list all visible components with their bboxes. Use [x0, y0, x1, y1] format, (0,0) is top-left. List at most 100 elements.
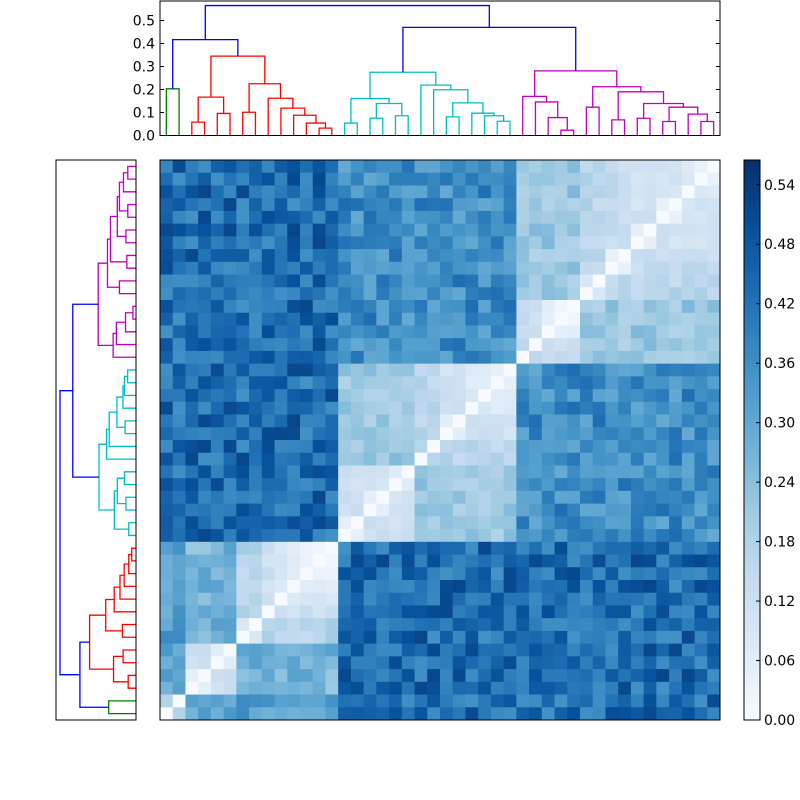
heatmap-cell — [681, 350, 696, 365]
heatmap-cell — [694, 580, 708, 594]
colorbar-tick-label: 0.30 — [764, 416, 795, 432]
heatmap-cell — [440, 490, 454, 505]
heatmap-cell — [681, 160, 696, 174]
heatmap-cell — [541, 350, 556, 365]
heatmap-cell — [185, 605, 199, 619]
heatmap-cell — [414, 160, 428, 174]
heatmap-cell — [261, 503, 276, 517]
heatmap-cell — [223, 529, 237, 543]
heatmap-cell — [580, 414, 594, 428]
heatmap-cell — [427, 389, 441, 403]
left-dendrogram-link — [116, 195, 126, 238]
heatmap-cell — [643, 643, 657, 657]
heatmap-cell — [707, 592, 721, 606]
heatmap-cell — [694, 300, 708, 314]
heatmap-cell — [414, 427, 428, 441]
heatmap-cell — [350, 376, 365, 390]
heatmap-cell — [452, 580, 466, 594]
heatmap-cell — [312, 363, 326, 377]
heatmap-cell — [554, 503, 568, 517]
colorbar-tick-label: 0.18 — [764, 535, 795, 551]
heatmap-cell — [274, 363, 288, 377]
top-dendrogram-link — [642, 102, 685, 119]
heatmap-cell — [643, 249, 657, 263]
heatmap-cell — [452, 630, 466, 645]
heatmap-cell — [503, 707, 517, 721]
left-dendrogram-link — [127, 203, 136, 218]
heatmap-cell — [249, 312, 263, 326]
heatmap-cell — [580, 529, 594, 543]
heatmap-cell — [427, 223, 441, 237]
heatmap-cell — [376, 350, 390, 365]
heatmap-cell — [618, 694, 632, 708]
left-dendrogram-link — [123, 471, 136, 486]
heatmap-cell — [630, 160, 645, 174]
heatmap-cell — [401, 350, 416, 365]
heatmap-cell — [287, 452, 301, 466]
heatmap-cell — [427, 185, 441, 199]
heatmap-cell — [490, 656, 505, 670]
heatmap-cell — [389, 185, 403, 199]
heatmap-cell — [554, 630, 568, 645]
heatmap-cell — [478, 707, 492, 721]
heatmap-cell — [694, 605, 708, 619]
heatmap-cell — [325, 338, 339, 352]
heatmap-cell — [490, 630, 505, 645]
heatmap-cell — [516, 707, 530, 721]
heatmap-cell — [643, 236, 657, 250]
heatmap-cell — [376, 325, 390, 339]
heatmap-cell — [312, 274, 326, 288]
heatmap-cell — [567, 274, 581, 288]
heatmap-cell — [618, 287, 632, 301]
heatmap-cell — [210, 376, 225, 390]
heatmap-cell — [592, 529, 606, 543]
heatmap-cell — [287, 172, 301, 186]
heatmap-cell — [376, 465, 390, 479]
heatmap-cell — [338, 452, 352, 466]
heatmap-cell — [452, 414, 466, 428]
heatmap-cell — [694, 249, 708, 263]
heatmap-cell — [516, 185, 530, 199]
heatmap-cell — [414, 656, 428, 670]
heatmap-cell — [376, 643, 390, 657]
heatmap-cell — [160, 605, 174, 619]
heatmap-cell — [376, 541, 390, 556]
heatmap-cell — [261, 287, 276, 301]
heatmap-cell — [414, 465, 428, 479]
heatmap-cell — [694, 516, 708, 530]
heatmap-cell — [605, 478, 619, 492]
heatmap-cell — [465, 541, 479, 556]
heatmap-cell — [656, 249, 670, 263]
heatmap-cell — [376, 452, 390, 466]
heatmap-cell — [478, 185, 492, 199]
heatmap-cell — [643, 198, 657, 212]
heatmap-cell — [567, 172, 581, 186]
heatmap-cell — [376, 478, 390, 492]
heatmap-cell — [490, 210, 505, 225]
heatmap-cell — [185, 656, 199, 670]
heatmap-cell — [210, 427, 225, 441]
heatmap-cell — [350, 274, 365, 288]
heatmap-cell — [338, 338, 352, 352]
heatmap-cell — [325, 681, 339, 696]
heatmap-cell — [325, 554, 339, 568]
heatmap-cell — [427, 516, 441, 530]
heatmap-cell — [274, 669, 288, 683]
heatmap-cell — [630, 325, 645, 339]
heatmap-cell — [389, 478, 403, 492]
heatmap-cell — [363, 567, 377, 581]
heatmap-cell — [172, 287, 186, 301]
heatmap-cell — [363, 338, 377, 352]
heatmap-cell — [643, 605, 657, 619]
heatmap-cell — [160, 160, 174, 174]
heatmap-cell — [541, 567, 556, 581]
heatmap-cell — [681, 427, 696, 441]
heatmap-cell — [427, 567, 441, 581]
heatmap-cell — [605, 681, 619, 696]
heatmap-cell — [681, 210, 696, 225]
heatmap-cell — [656, 605, 670, 619]
heatmap-cell — [312, 669, 326, 683]
heatmap-cell — [198, 160, 212, 174]
heatmap-cell — [300, 707, 314, 721]
heatmap-cell — [554, 160, 568, 174]
